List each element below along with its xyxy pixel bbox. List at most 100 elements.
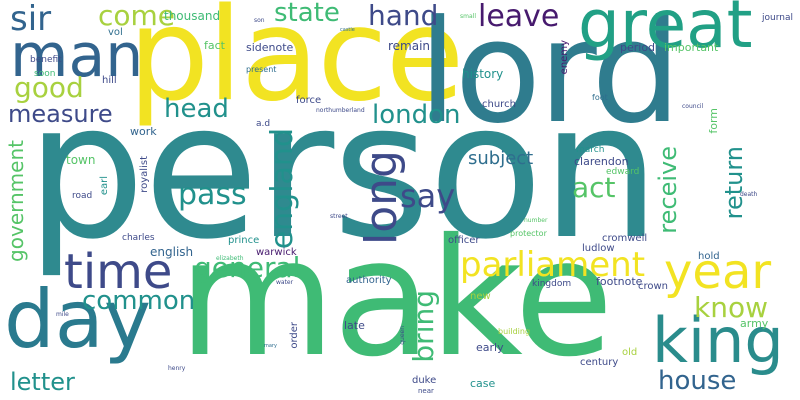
word-long: long <box>356 150 407 245</box>
word-prince: prince <box>228 235 260 246</box>
word-ludlow: ludlow <box>582 243 615 254</box>
word-new: new <box>470 291 491 302</box>
word-warwick: warwick <box>256 247 297 258</box>
word-lord: lord <box>418 0 681 155</box>
word-ad: a.d <box>256 119 271 129</box>
word-small: small <box>460 13 476 20</box>
word-hill: hill <box>102 75 117 86</box>
word-duke: duke <box>412 375 437 386</box>
word-death: death <box>740 191 758 198</box>
word-receive: receive <box>654 146 682 234</box>
word-protector: protector <box>510 229 547 238</box>
word-queen: queen <box>399 326 406 345</box>
word-time: time <box>64 244 173 300</box>
word-important: important <box>664 41 719 54</box>
word-vol: vol <box>108 27 123 38</box>
word-come: come <box>98 0 176 32</box>
word-man: man <box>10 21 144 91</box>
word-parliament: parliament <box>460 245 646 285</box>
word-army: army <box>740 317 769 330</box>
word-road: road <box>72 191 93 201</box>
word-soon: soon <box>34 69 56 79</box>
word-early: early <box>476 341 504 354</box>
word-council: council <box>682 103 704 110</box>
word-pass: pass <box>178 177 247 212</box>
word-know: know <box>694 291 768 324</box>
word-water: water <box>276 279 294 286</box>
word-subject: subject <box>468 148 534 169</box>
word-period: period <box>620 41 656 54</box>
word-century: century <box>580 357 619 368</box>
word-clarendon: clarendon <box>574 155 629 168</box>
word-authority: authority <box>346 275 392 286</box>
word-crown: crown <box>638 281 669 292</box>
word-journal: journal <box>762 13 793 23</box>
word-return: return <box>720 146 748 220</box>
word-fact: fact <box>204 39 225 52</box>
word-make: make <box>178 205 614 393</box>
word-day: day <box>4 273 152 366</box>
word-order: order <box>289 322 300 349</box>
word-letter: letter <box>10 368 75 396</box>
word-present: present <box>246 65 277 74</box>
word-castle: castle <box>340 27 355 33</box>
word-hold: hold <box>698 251 720 262</box>
word-hand: hand <box>368 0 439 32</box>
word-head: head <box>164 94 229 124</box>
word-house: house <box>658 366 737 396</box>
word-thousand: thousand <box>164 9 221 23</box>
word-place: place <box>128 0 464 130</box>
word-english: english <box>150 245 194 259</box>
word-act: act <box>572 171 616 204</box>
word-royalist: royalist <box>139 156 150 193</box>
word-great: great <box>578 0 753 63</box>
word-bring: bring <box>407 290 440 363</box>
word-history: history <box>462 67 504 81</box>
word-government: government <box>4 140 28 262</box>
word-common: common <box>82 286 196 316</box>
word-edward: edward <box>606 167 640 177</box>
word-sir: sir <box>10 0 52 39</box>
word-general: general <box>194 251 301 284</box>
word-northumberland: northumberland <box>316 107 365 114</box>
word-work: work <box>130 125 157 138</box>
word-officer: officer <box>448 235 480 246</box>
word-king: king <box>652 304 784 377</box>
word-footnote: footnote <box>596 275 643 288</box>
word-mile: mile <box>56 311 69 318</box>
word-kingdom: kingdom <box>532 279 572 289</box>
word-town: town <box>66 153 96 167</box>
word-london: london <box>372 100 461 130</box>
word-building: building <box>498 327 531 336</box>
word-enemy: enemy <box>559 40 570 75</box>
word-good: good <box>14 71 84 104</box>
word-year: year <box>664 244 772 300</box>
word-measure: measure <box>8 100 113 128</box>
word-person: person <box>26 62 660 281</box>
word-mary: mary <box>264 343 277 349</box>
word-case: case <box>470 377 496 390</box>
word-cromwell: cromwell <box>602 233 648 244</box>
word-henry: henry <box>168 365 186 372</box>
word-state: state <box>274 0 340 28</box>
word-leave: leave <box>478 0 560 34</box>
word-form: form <box>707 108 720 134</box>
word-force: force <box>296 95 322 106</box>
word-say: say <box>400 177 456 215</box>
word-charles: charles <box>122 233 155 243</box>
word-foot: foot <box>592 93 608 102</box>
word-remain: remain <box>388 39 431 53</box>
word-benefit: benefit <box>30 55 62 65</box>
word-sidenote: sidenote <box>246 41 294 54</box>
word-street: street <box>330 213 348 220</box>
word-number: number <box>524 217 548 224</box>
word-son: son <box>254 17 265 24</box>
word-near: near <box>418 387 434 395</box>
word-elizabeth: elizabeth <box>216 255 244 262</box>
word-march: march <box>576 145 605 155</box>
word-old: old <box>622 347 638 358</box>
word-church: church <box>482 99 516 110</box>
word-england: england <box>265 128 300 250</box>
word-late: late <box>344 319 365 332</box>
